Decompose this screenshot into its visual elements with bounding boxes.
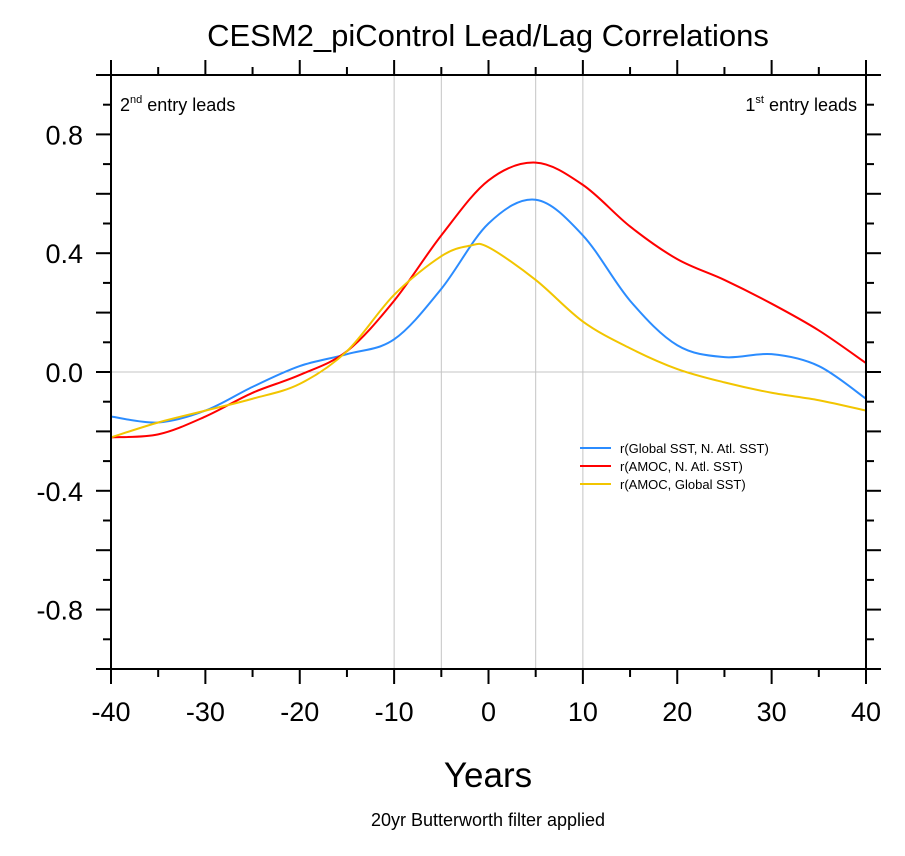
- x-tick-label: -30: [186, 697, 225, 727]
- x-tick-label: 10: [568, 697, 598, 727]
- y-tick-label: 0.8: [45, 120, 83, 150]
- chart-title: CESM2_piControl Lead/Lag Correlations: [207, 18, 769, 53]
- y-tick-label: -0.4: [36, 477, 83, 507]
- y-tick-label: -0.8: [36, 596, 83, 626]
- annotation-left-text: entry leads: [142, 95, 235, 115]
- annotation-right-text: entry leads: [764, 95, 857, 115]
- x-tick-label: -40: [91, 697, 130, 727]
- annotation-left: 2nd entry leads: [120, 94, 235, 115]
- chart-subtitle: 20yr Butterworth filter applied: [371, 810, 605, 830]
- y-tick-label: 0.0: [45, 358, 83, 388]
- x-tick-label: 30: [757, 697, 787, 727]
- x-tick-label: 0: [481, 697, 496, 727]
- x-axis-label: Years: [444, 756, 532, 795]
- legend-label-0: r(Global SST, N. Atl. SST): [620, 441, 769, 456]
- series-line-2: [110, 242, 867, 439]
- x-tick-label: 20: [662, 697, 692, 727]
- legend-label-2: r(AMOC, Global SST): [620, 477, 746, 492]
- x-tick-label: -20: [280, 697, 319, 727]
- annotation-right-num: 1: [745, 95, 755, 115]
- series-line-0: [110, 198, 867, 424]
- x-tick-label: -10: [375, 697, 414, 727]
- series-line-1: [110, 161, 867, 439]
- annotation-right: 1st entry leads: [745, 94, 857, 115]
- legend-label-1: r(AMOC, N. Atl. SST): [620, 459, 743, 474]
- annotation-left-sup: nd: [130, 94, 142, 106]
- x-tick-label: 40: [851, 697, 881, 727]
- annotation-right-sup: st: [755, 94, 764, 106]
- legend: r(Global SST, N. Atl. SST) r(AMOC, N. Atl…: [580, 441, 769, 492]
- annotation-left-num: 2: [120, 95, 130, 115]
- y-tick-label: 0.4: [45, 239, 83, 269]
